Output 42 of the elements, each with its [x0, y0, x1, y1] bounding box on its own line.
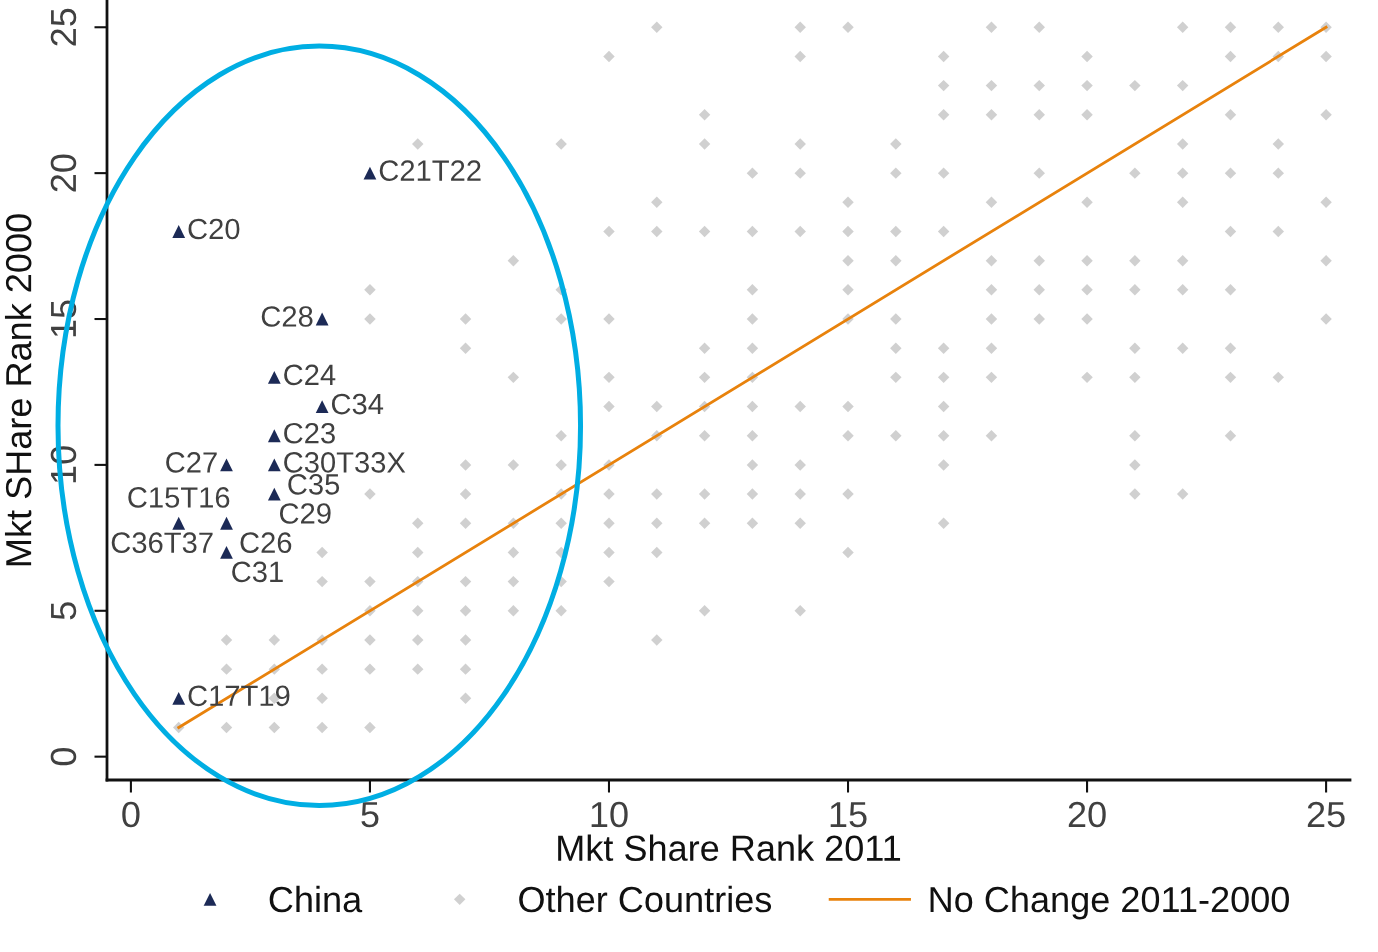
annotation: C15T16 [128, 487, 230, 508]
annotation: C21T22 [379, 160, 481, 181]
x-tick-label: 15 [830, 802, 867, 828]
legend-label: No Change 2011-2000 [930, 885, 1289, 920]
annotation: C24 [284, 364, 336, 386]
point [172, 691, 186, 705]
y-tick-label: 25 [50, 8, 77, 46]
legend-label: China [269, 885, 363, 913]
annotation: C28 [261, 306, 313, 327]
point [220, 458, 233, 472]
y-tick-label: 0 [50, 748, 77, 766]
point [267, 458, 281, 472]
annotation: C36T37 [111, 532, 213, 554]
y-axis-title: Mkt SHare Rank 2000 [4, 214, 32, 566]
annotation: C27 [166, 452, 217, 473]
y-tick-label: 20 [50, 154, 77, 192]
annotation: C23 [284, 422, 335, 444]
x-tick-label: 25 [1307, 801, 1345, 828]
annotation: C26 [240, 532, 292, 554]
point [315, 312, 329, 326]
annotation: C34 [331, 393, 384, 415]
x-tick-label: 0 [122, 801, 140, 828]
point [267, 429, 281, 443]
point [267, 487, 281, 501]
annotation: C29 [279, 503, 331, 524]
x-axis-title: Mkt Share Rank 2011 [558, 834, 901, 862]
legend-label: Other Countries [519, 885, 772, 913]
x-tick-label: 20 [1068, 801, 1106, 828]
point [315, 400, 329, 413]
x-tick-label: 5 [361, 802, 379, 828]
annotation: C35 [288, 474, 340, 495]
annotation: C20 [188, 218, 240, 240]
annotation: C30T33X [284, 452, 406, 473]
point [172, 225, 186, 238]
annotation: C31 [232, 561, 283, 583]
point [172, 516, 186, 530]
point [220, 546, 233, 559]
point [363, 166, 377, 180]
point [220, 516, 233, 530]
y-tick-label: 5 [51, 602, 77, 620]
x-tick-label: 10 [591, 801, 628, 828]
point [267, 370, 281, 384]
